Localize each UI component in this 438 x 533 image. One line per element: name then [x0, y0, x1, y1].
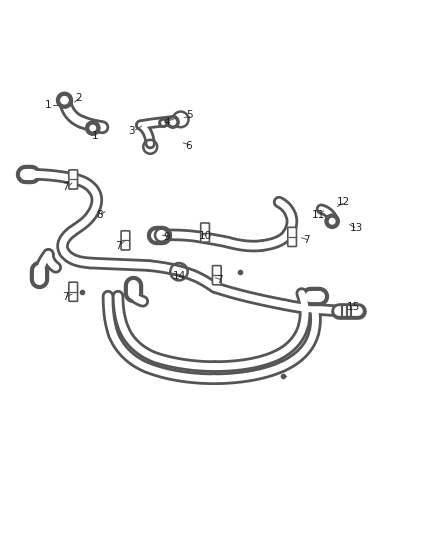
FancyBboxPatch shape [69, 282, 78, 301]
Text: 7: 7 [216, 276, 223, 286]
Text: 11: 11 [311, 210, 325, 220]
FancyBboxPatch shape [288, 228, 297, 246]
Text: 5: 5 [186, 110, 193, 120]
Text: 8: 8 [96, 210, 102, 220]
Text: 14: 14 [172, 271, 186, 281]
Text: 7: 7 [63, 292, 69, 302]
Text: 7: 7 [63, 182, 69, 192]
Text: 12: 12 [336, 197, 350, 207]
Circle shape [328, 218, 336, 225]
FancyBboxPatch shape [121, 231, 130, 250]
Circle shape [324, 213, 340, 229]
Text: 15: 15 [346, 302, 360, 312]
Text: 7: 7 [303, 236, 309, 245]
Text: 10: 10 [198, 231, 212, 241]
Circle shape [161, 120, 166, 125]
Text: 4: 4 [163, 117, 170, 127]
Text: 13: 13 [350, 223, 363, 233]
Circle shape [158, 118, 169, 128]
Circle shape [56, 92, 73, 109]
FancyBboxPatch shape [201, 223, 209, 242]
Circle shape [89, 125, 96, 132]
Circle shape [60, 96, 69, 104]
Text: 2: 2 [75, 93, 82, 103]
Circle shape [166, 115, 180, 129]
Text: 3: 3 [129, 126, 135, 136]
Circle shape [170, 118, 177, 125]
FancyBboxPatch shape [212, 265, 221, 285]
Text: 9: 9 [163, 232, 170, 242]
Text: 7: 7 [116, 240, 122, 251]
Text: 1: 1 [45, 100, 52, 110]
Text: 6: 6 [185, 141, 192, 150]
Text: 1: 1 [92, 131, 98, 141]
FancyBboxPatch shape [69, 170, 78, 189]
Circle shape [85, 120, 101, 136]
